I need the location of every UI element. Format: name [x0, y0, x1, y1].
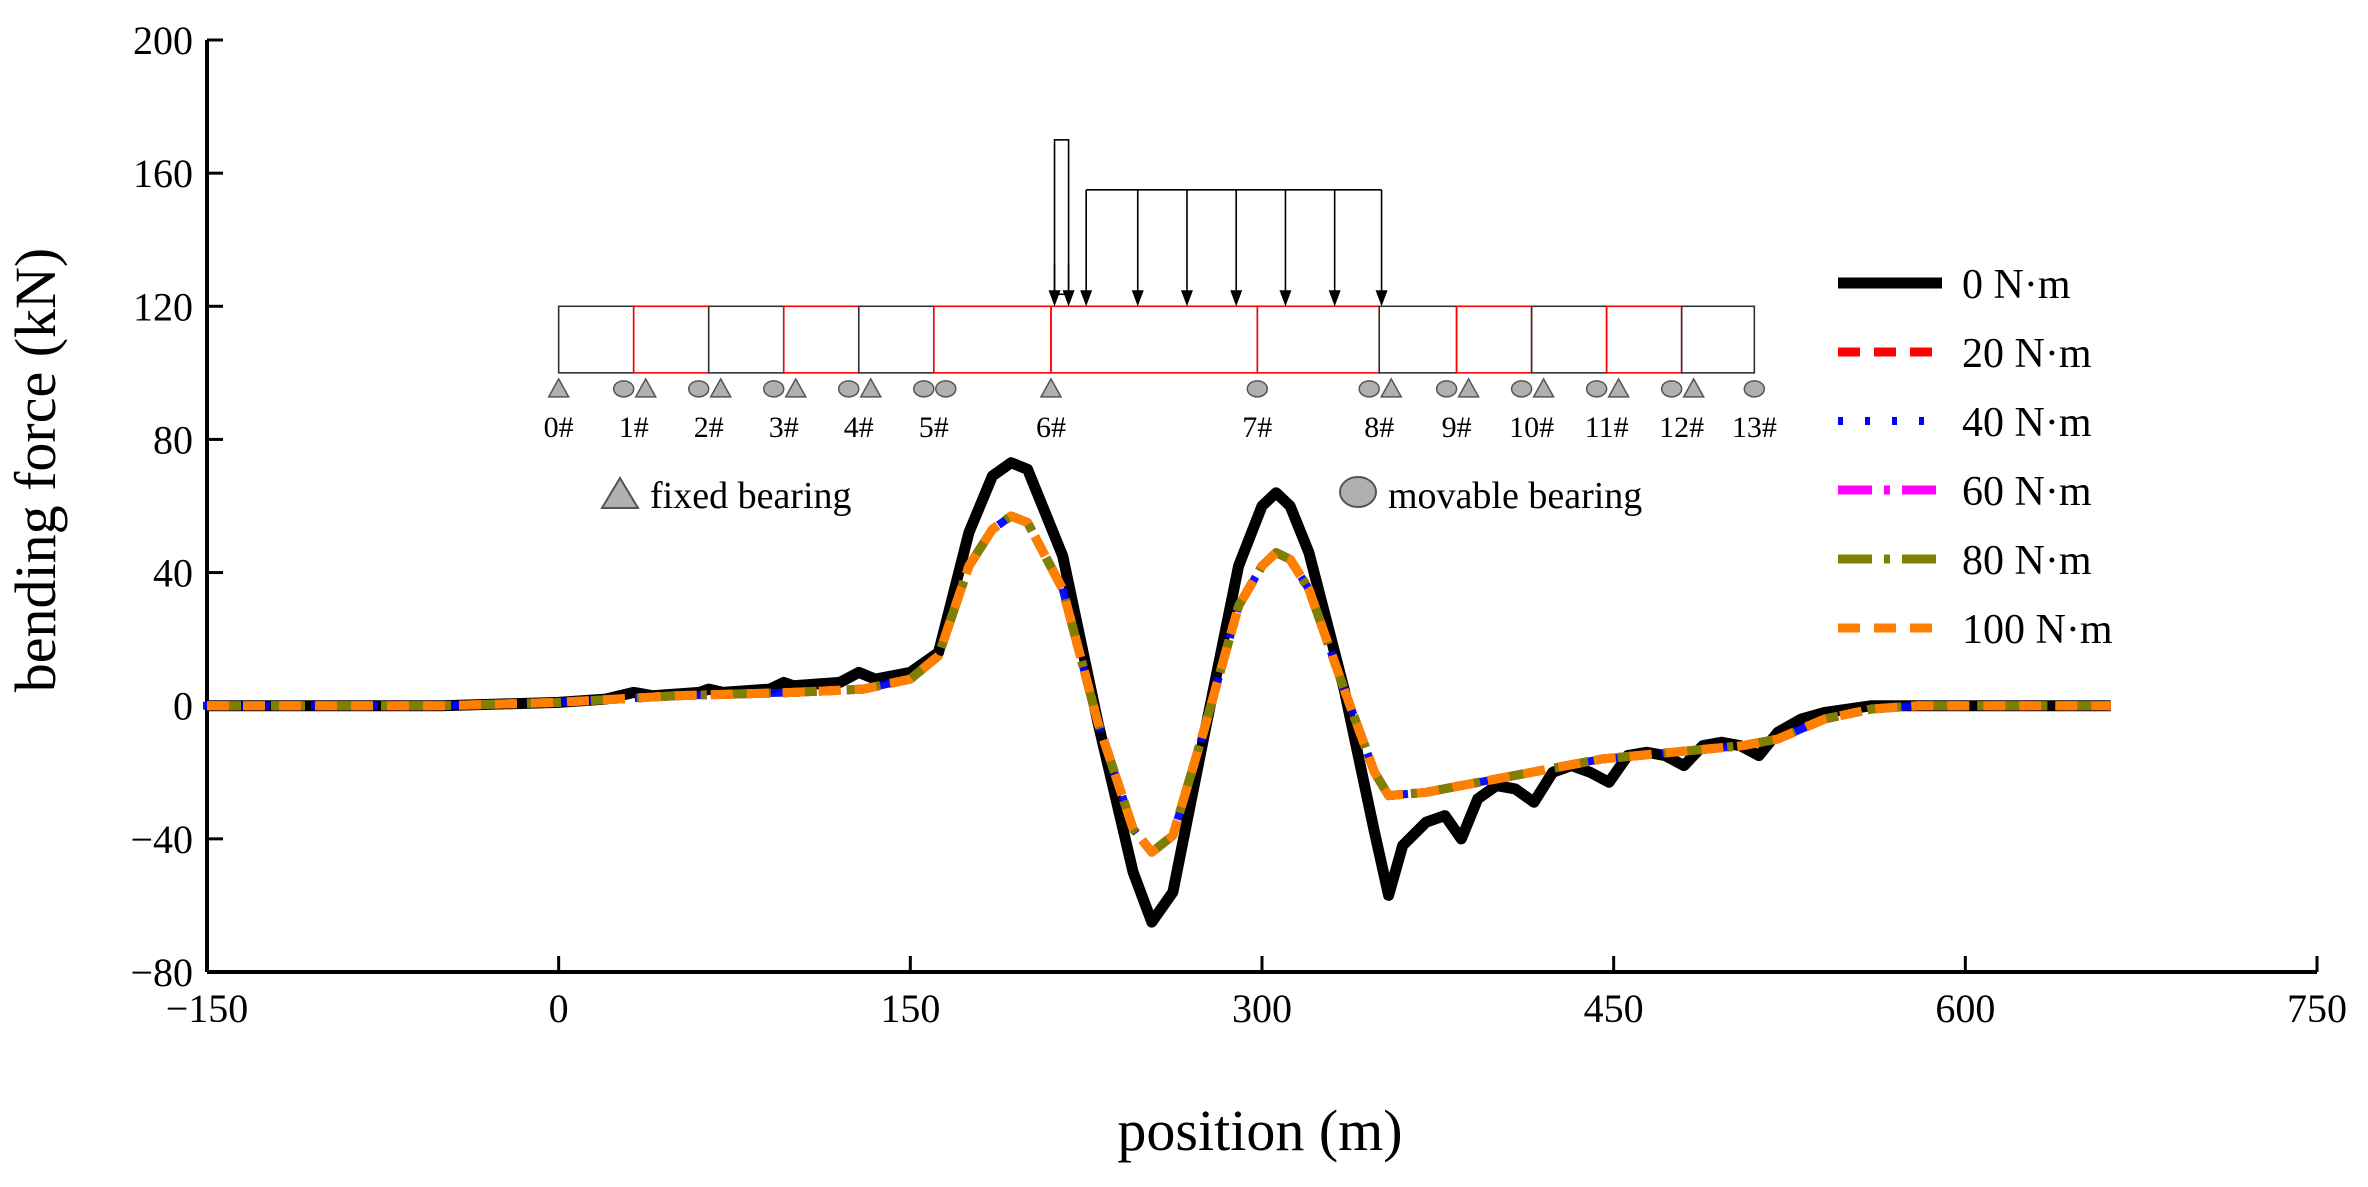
pier-label: 9# — [1442, 411, 1472, 444]
y-tick-label: 200 — [133, 18, 193, 63]
pier-label: 11# — [1585, 411, 1629, 444]
movable-bearing-legend-label: movable bearing — [1388, 475, 1642, 517]
bridge-girder-spans — [557, 305, 1756, 374]
pier-label: 4# — [844, 411, 874, 444]
pier-label: 2# — [694, 411, 724, 444]
pier-label: 5# — [919, 411, 949, 444]
y-tick-label: 0 — [173, 684, 193, 729]
x-tick-label: 0 — [549, 986, 569, 1031]
load-arrow-head — [1230, 290, 1243, 307]
x-tick-label: −150 — [166, 986, 249, 1031]
fixed-bearing-icon — [634, 377, 657, 398]
load-arrow-head — [1048, 290, 1061, 307]
movable-bearing-icon — [838, 380, 860, 398]
y-tick-label: 120 — [133, 284, 193, 329]
pier-label: 13# — [1732, 411, 1777, 444]
x-axis-ticks: −150 0 150 300 450 600 750 — [166, 956, 2347, 1031]
legend-label-2: 40 N·m — [1962, 400, 2092, 446]
x-tick-label: 150 — [880, 986, 940, 1031]
fixed-bearing-legend-label: fixed bearing — [650, 475, 852, 517]
data-series — [203, 457, 2115, 928]
series-line-5 — [207, 511, 2111, 857]
x-tick-label: 450 — [1584, 986, 1644, 1031]
movable-bearing-icon — [1660, 380, 1683, 398]
bearing-supports: 0# 1# 2# 3# 4# 5# 6# 7# 8# 9# 10# 11# 12# 13# — [544, 377, 1777, 444]
load-arrow-head — [1279, 290, 1292, 307]
fixed-bearing-icon — [1682, 377, 1705, 398]
pier-label: 7# — [1242, 411, 1272, 444]
movable-bearing-icon — [1358, 380, 1380, 398]
chart-legend: 0 N·m 20 N·m 40 N·m 60 N·m 80 N·m 100 N·m — [1838, 262, 2113, 653]
load-arrow-head — [1131, 290, 1144, 307]
fixed-bearing-icon — [547, 377, 570, 398]
axes: −150 0 150 300 450 600 750 −80 −40 0 40 80 120 160 20… — [3, 18, 2347, 1163]
bridge-schematic-inset: 0# 1# 2# 3# 4# 5# 6# 7# 8# 9# 10# 11# 12# 13# fixed b… — [544, 139, 1777, 517]
fixed-bearing-icon — [784, 377, 808, 398]
y-tick-label: 40 — [153, 551, 193, 596]
x-axis-title: position (m) — [1117, 1098, 1402, 1163]
legend-label-0: 0 N·m — [1962, 262, 2071, 308]
movable-bearing-legend-icon — [1339, 476, 1377, 508]
pier-label: 3# — [769, 411, 799, 444]
fixed-bearing-icon — [709, 377, 732, 398]
load-arrow-head — [1328, 290, 1341, 307]
movable-bearing-icon — [1246, 380, 1269, 398]
load-arrow-head — [1080, 290, 1093, 307]
movable-bearing-icon — [687, 380, 710, 398]
y-axis-title: bending force (kN) — [3, 248, 68, 693]
legend-label-5: 100 N·m — [1962, 607, 2113, 653]
pier-label: 0# — [544, 411, 574, 444]
load-arrow-head — [1180, 290, 1193, 307]
pier-label: 10# — [1509, 411, 1554, 444]
pier-label: 1# — [619, 411, 649, 444]
y-tick-label: −80 — [130, 950, 193, 995]
fixed-bearing-icon — [1039, 377, 1063, 398]
pier-label: 6# — [1036, 411, 1066, 444]
fixed-bearing-icon — [859, 377, 883, 398]
movable-bearing-icon — [1585, 380, 1608, 398]
x-tick-label: 600 — [1935, 986, 1995, 1031]
movable-bearing-icon — [612, 380, 635, 398]
legend-label-4: 80 N·m — [1962, 538, 2092, 584]
concentrated-load-block — [1053, 139, 1070, 296]
x-tick-label: 300 — [1232, 986, 1292, 1031]
load-arrows — [1048, 139, 1388, 307]
movable-bearing-icon — [935, 380, 957, 398]
fixed-bearing-icon — [1457, 377, 1480, 398]
fixed-bearing-icon — [1379, 377, 1403, 398]
load-arrow-head — [1375, 290, 1388, 307]
movable-bearing-icon — [913, 380, 935, 398]
pier-label: 12# — [1659, 411, 1704, 444]
legend-label-3: 60 N·m — [1962, 469, 2092, 515]
y-axis-ticks: −80 −40 0 40 80 120 160 200 — [130, 18, 223, 995]
load-arrow-head — [1062, 290, 1075, 307]
y-tick-label: 160 — [133, 151, 193, 196]
x-tick-label: 750 — [2287, 986, 2347, 1031]
fixed-bearing-icon — [1607, 377, 1630, 398]
fixed-bearing-icon — [1532, 377, 1555, 398]
fixed-bearing-legend-icon — [600, 476, 640, 509]
movable-bearing-icon — [762, 380, 785, 398]
movable-bearing-icon — [1435, 380, 1458, 398]
y-tick-label: 80 — [153, 417, 193, 462]
movable-bearing-icon — [1510, 380, 1533, 398]
legend-label-1: 20 N·m — [1962, 331, 2092, 377]
girder-span — [1680, 305, 1756, 374]
movable-bearing-icon — [1743, 380, 1766, 398]
bearing-legend: fixed bearing movable bearing — [600, 475, 1642, 517]
pier-label: 8# — [1364, 411, 1394, 444]
y-tick-label: −40 — [130, 817, 193, 862]
